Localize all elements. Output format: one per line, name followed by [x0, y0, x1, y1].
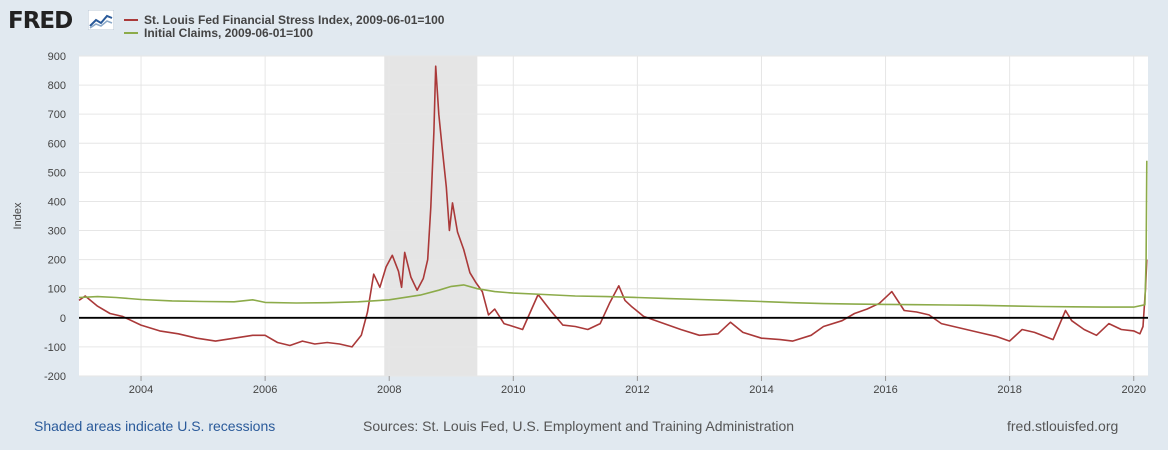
x-tick-label: 2018 — [997, 384, 1021, 396]
x-tick-label: 2012 — [625, 384, 649, 396]
legend-label-initial-claims: Initial Claims, 2009-06-01=100 — [144, 26, 314, 40]
series-line-stress-index[interactable] — [78, 65, 1148, 348]
y-tick-label: 900 — [48, 51, 66, 63]
y-tick-label: 100 — [48, 284, 66, 296]
series-line-initial-claims[interactable] — [78, 160, 1148, 308]
legend-item-initial-claims[interactable]: Initial Claims, 2009-06-01=100 — [124, 26, 313, 40]
y-axis-label: Index — [12, 202, 24, 229]
y-tick-label: 600 — [48, 138, 66, 150]
sources-note: Sources: St. Louis Fed, U.S. Employment … — [363, 418, 795, 434]
legend-item-stress-index[interactable]: St. Louis Fed Financial Stress Index, 20… — [124, 13, 444, 27]
y-tick-label: 800 — [48, 80, 66, 92]
y-tick-label: -200 — [44, 371, 66, 383]
x-tick-label: 2008 — [377, 384, 401, 396]
y-tick-label: 400 — [48, 196, 66, 208]
recession-note: Shaded areas indicate U.S. recessions — [34, 418, 276, 434]
line-chart-icon — [88, 10, 114, 30]
y-tick-label: 200 — [48, 255, 66, 267]
x-tick-label: 2010 — [501, 384, 525, 396]
y-tick-label: 0 — [60, 313, 66, 325]
x-tick-label: 2006 — [253, 384, 277, 396]
fred-logo[interactable]: FRED — [8, 8, 73, 34]
y-tick-label: 300 — [48, 226, 66, 238]
x-tick-label: 2014 — [749, 384, 773, 396]
x-tick-label: 2016 — [873, 384, 897, 396]
legend-label-stress-index: St. Louis Fed Financial Stress Index, 20… — [144, 13, 445, 27]
legend-swatch-stress-index — [124, 19, 138, 21]
site-link[interactable]: fred.stlouisfed.org — [1007, 418, 1119, 434]
x-tick-label: 2020 — [1121, 384, 1145, 396]
x-tick-label: 2004 — [129, 384, 153, 396]
plot-area[interactable] — [79, 56, 1148, 376]
legend-swatch-initial-claims — [124, 32, 138, 34]
y-tick-label: -100 — [44, 342, 66, 354]
y-tick-label: 500 — [48, 167, 66, 179]
y-tick-label: 700 — [48, 109, 66, 121]
